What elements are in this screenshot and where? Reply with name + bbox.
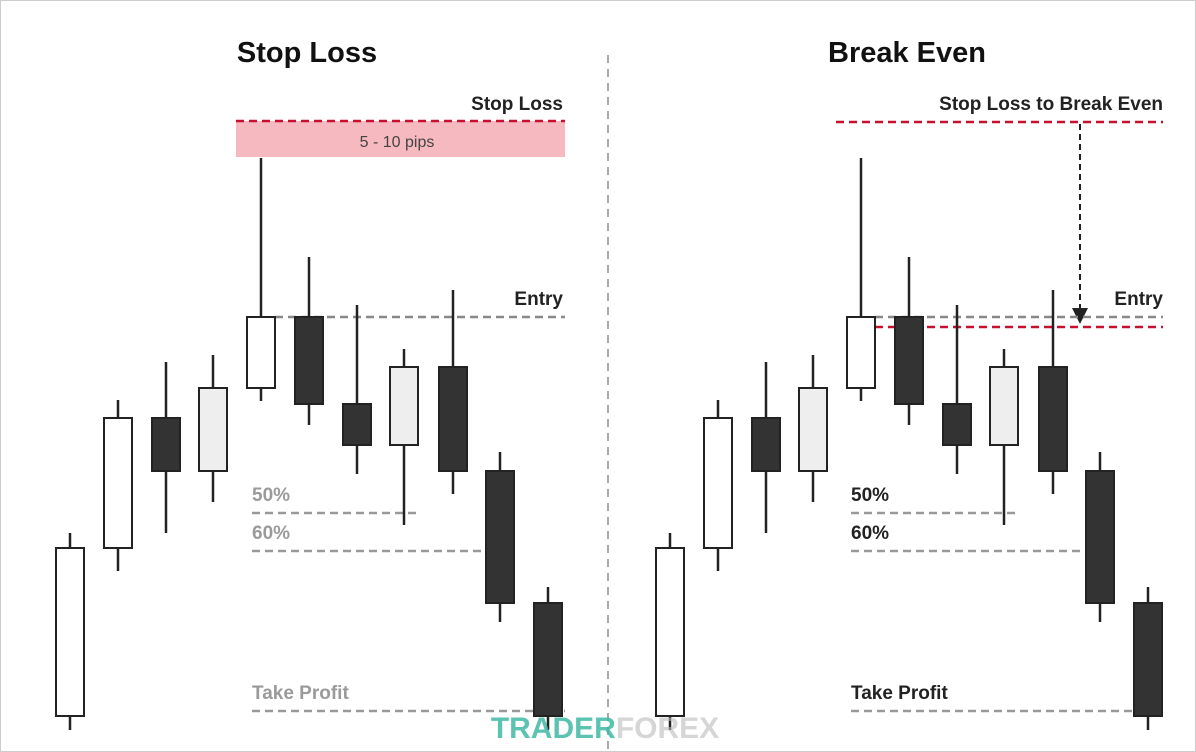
tp-label: Take Profit: [851, 683, 948, 704]
candle-body: [294, 316, 324, 405]
stop-label: Stop Loss: [471, 94, 563, 115]
candle-body: [989, 366, 1019, 446]
candle-body: [533, 602, 563, 717]
pips-label: 5 - 10 pips: [360, 134, 435, 151]
title: Stop Loss: [237, 37, 377, 69]
entry-label: Entry: [1114, 289, 1163, 310]
fib-label: 50%: [252, 485, 290, 506]
candle-body: [342, 403, 372, 446]
candle-body: [942, 403, 972, 446]
candle-body: [846, 316, 876, 389]
entry-label: Entry: [514, 289, 563, 310]
candle-body: [798, 387, 828, 472]
candle-body: [703, 417, 733, 549]
candle-body: [655, 547, 685, 717]
candle-body: [151, 417, 181, 472]
watermark: TRADERFOREX: [491, 712, 719, 745]
candle-body: [751, 417, 781, 472]
watermark-part: FOREX: [616, 712, 719, 745]
pips-zone: [236, 121, 565, 157]
candle-body: [103, 417, 133, 549]
candle-body: [1133, 602, 1163, 717]
watermark-part: TRADER: [491, 712, 616, 745]
tp-label: Take Profit: [252, 683, 349, 704]
candle-body: [438, 366, 468, 472]
candle-body: [198, 387, 228, 472]
fib-label: 60%: [851, 523, 889, 544]
candle-body: [1038, 366, 1068, 472]
fib-label: 60%: [252, 523, 290, 544]
fib-label: 50%: [851, 485, 889, 506]
candle-body: [1085, 470, 1115, 604]
arrow-head: [1072, 308, 1088, 324]
stop-label: Stop Loss to Break Even: [939, 94, 1163, 115]
candles: [55, 158, 1163, 730]
candle-body: [485, 470, 515, 604]
candle-body: [894, 316, 924, 405]
candle-body: [246, 316, 276, 389]
candle-body: [389, 366, 419, 446]
title: Break Even: [828, 37, 986, 69]
candle-body: [55, 547, 85, 717]
